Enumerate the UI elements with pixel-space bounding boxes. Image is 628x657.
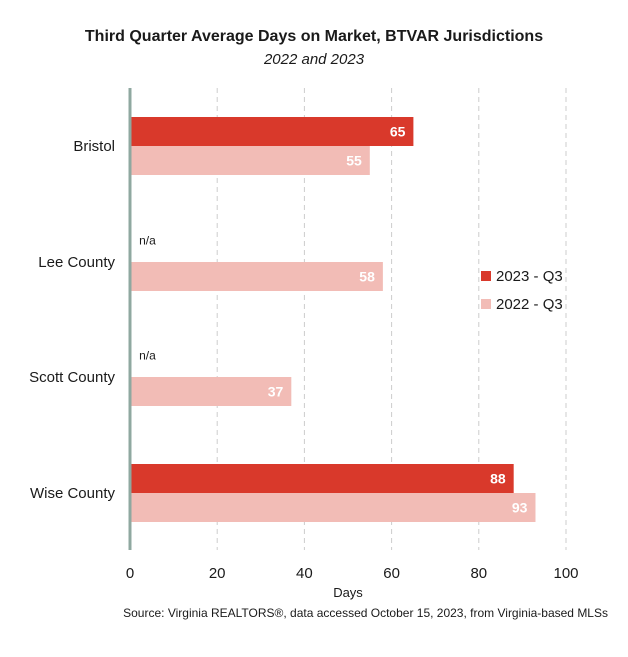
bar-2022-wise-county: [130, 493, 536, 522]
x-axis-label: Days: [333, 585, 363, 600]
category-label: Wise County: [30, 485, 116, 502]
x-tick-label: 0: [126, 565, 134, 582]
bar-value-label: 58: [359, 269, 375, 285]
legend-swatch: [481, 271, 491, 281]
bar-2022-scott-county: [130, 377, 292, 406]
legend-label: 2022 - Q3: [496, 296, 563, 313]
source-note: Source: Virginia REALTORS®, data accesse…: [123, 606, 608, 620]
bar-value-label: 93: [512, 500, 528, 516]
bar-2022-bristol: [130, 146, 370, 175]
bar-2022-lee-county: [130, 262, 383, 291]
x-tick-label: 80: [470, 565, 487, 582]
legend-swatch: [481, 299, 491, 309]
bar-value-label: 65: [390, 124, 406, 140]
legend-label: 2023 - Q3: [496, 268, 563, 285]
x-tick-label: 40: [296, 565, 313, 582]
bar-value-label: 55: [346, 153, 362, 169]
x-tick-label: 100: [553, 565, 578, 582]
bar-value-label: 37: [268, 384, 284, 400]
bar-2023-wise-county: [130, 464, 514, 493]
x-tick-label: 20: [209, 565, 226, 582]
chart-subtitle: 2022 and 2023: [263, 51, 365, 68]
chart-title: Third Quarter Average Days on Market, BT…: [84, 28, 544, 45]
x-tick-label: 60: [383, 565, 400, 582]
missing-value-label: n/a: [139, 234, 156, 248]
category-label: Scott County: [29, 369, 115, 386]
missing-value-label: n/a: [139, 349, 156, 363]
bar-2023-bristol: [130, 117, 414, 146]
category-label: Lee County: [38, 254, 115, 271]
bar-value-label: 88: [490, 471, 506, 487]
category-label: Bristol: [73, 138, 115, 155]
